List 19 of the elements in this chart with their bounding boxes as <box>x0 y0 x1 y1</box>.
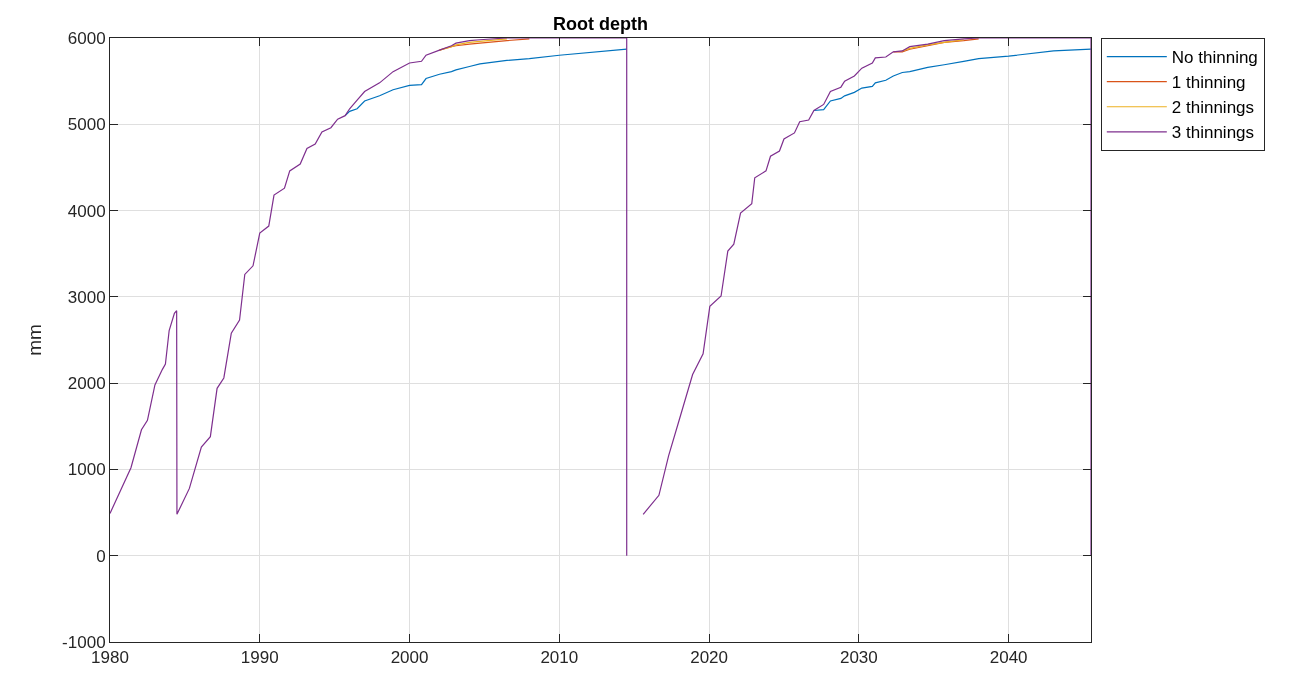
x-tick-label: 2010 <box>540 648 579 668</box>
x-tick-label: 2040 <box>989 648 1028 668</box>
y-tick-label: 3000 <box>67 287 106 307</box>
x-tick-label: 2030 <box>839 648 878 668</box>
y-axis-title: mm <box>23 324 45 356</box>
y-tick-label: 5000 <box>67 115 106 135</box>
y-tick-label: 0 <box>96 546 106 566</box>
legend-label: 3 thinnings <box>1171 123 1255 143</box>
legend-label: No thinning <box>1171 48 1258 68</box>
legend-label: 1 thinning <box>1171 73 1246 93</box>
chart-title: Root depth <box>553 14 648 34</box>
y-tick-label: 4000 <box>67 201 106 221</box>
x-tick-label: 2020 <box>690 648 728 668</box>
legend-label: 2 thinnings <box>1171 98 1255 118</box>
x-tick-label: 1990 <box>240 648 279 668</box>
y-tick-label: 6000 <box>67 28 106 48</box>
y-tick-label: 2000 <box>67 374 106 394</box>
x-tick-label: 2000 <box>390 648 429 668</box>
y-tick-label: 1000 <box>67 460 106 480</box>
